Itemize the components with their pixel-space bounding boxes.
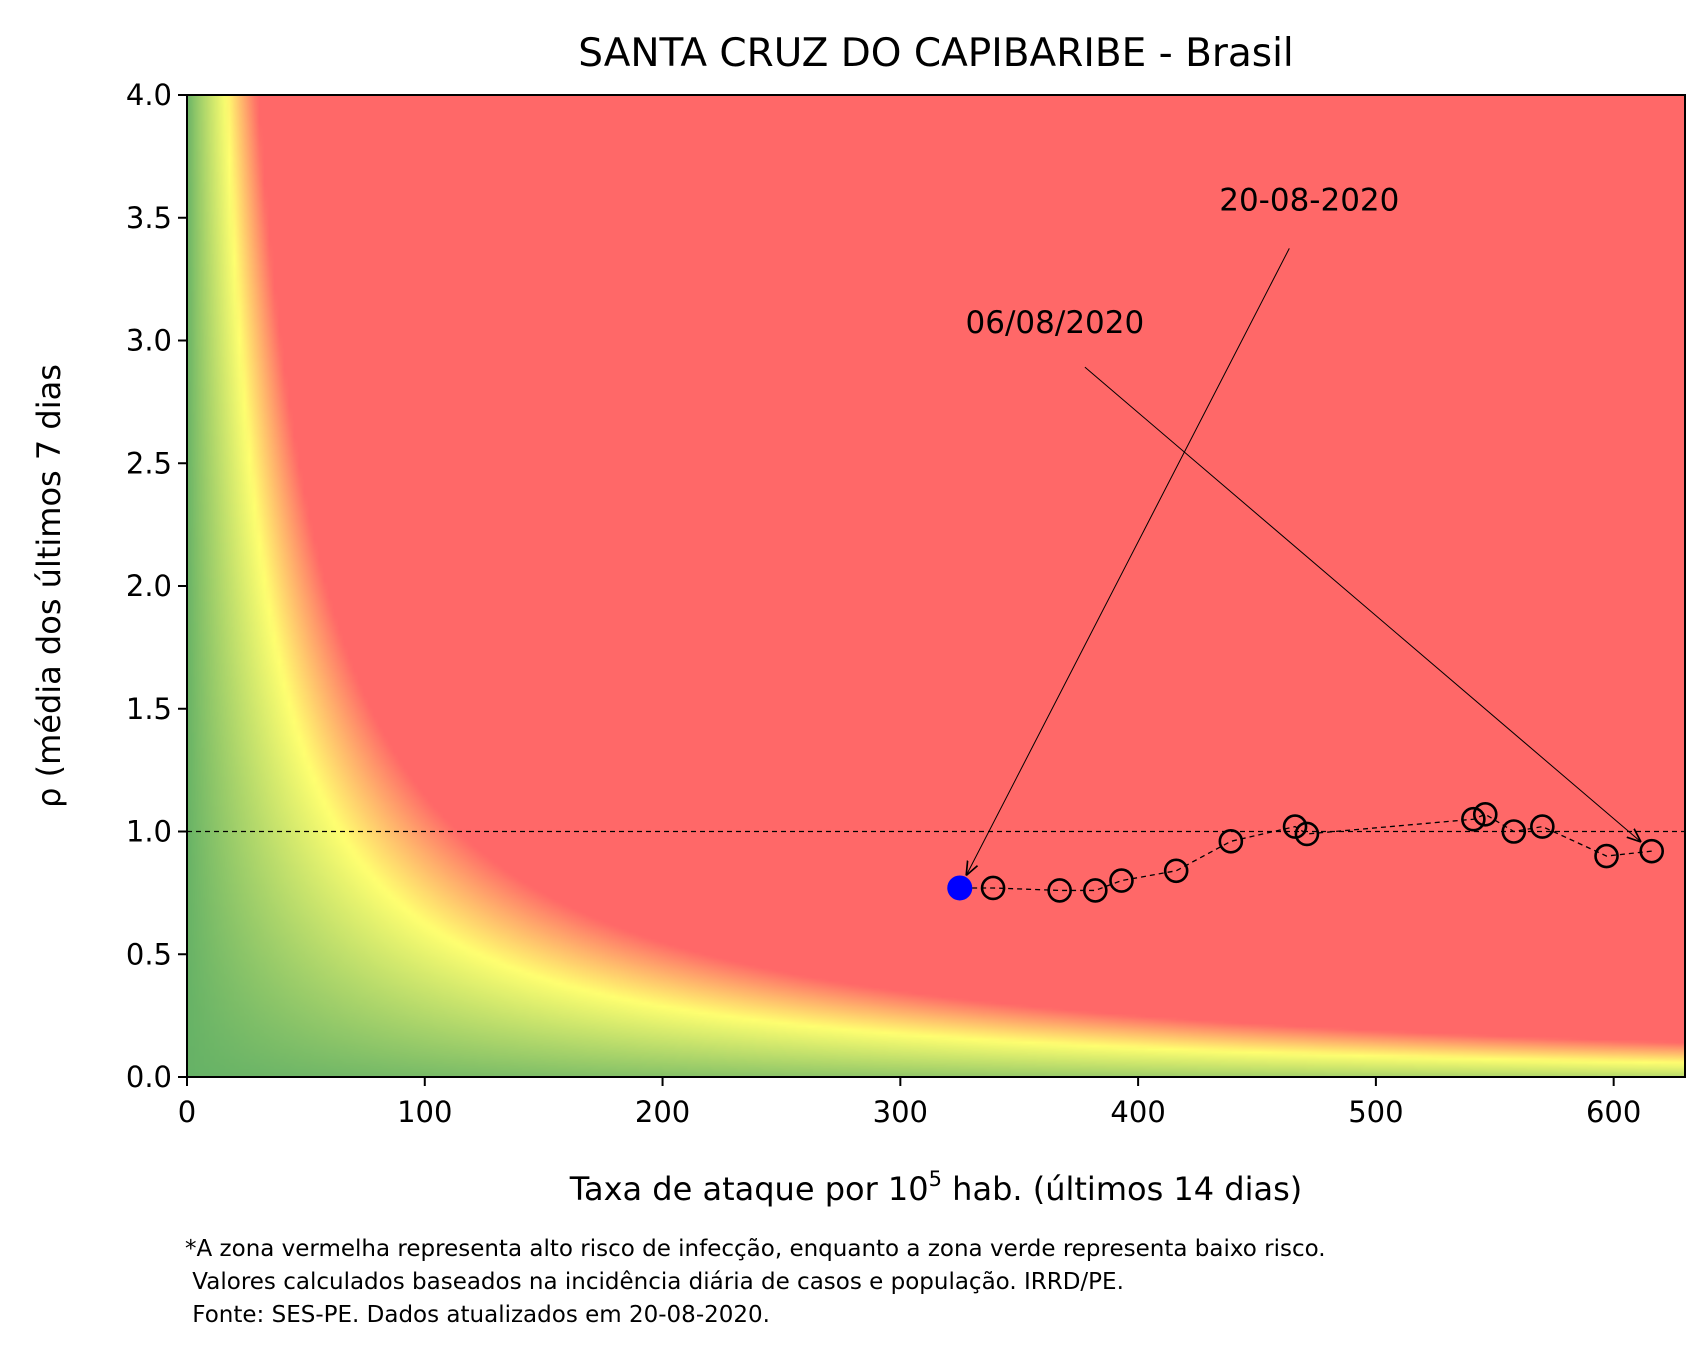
x-axis-ticks: 0 100 200 300 400 500 600 [178, 1077, 1641, 1129]
series-markers [947, 802, 1665, 903]
risk-heatmap [187, 95, 1685, 1077]
chart-title: SANTA CRUZ DO CAPIBARIBE - Brasil [578, 31, 1294, 76]
data-point [1461, 806, 1486, 832]
y-axis-label: ρ (média dos últimos 7 dias [30, 364, 68, 808]
current-data-point [947, 875, 973, 901]
y-tick-label: 3.5 [126, 201, 172, 235]
data-point [1109, 868, 1134, 893]
x-tick-label: 600 [1586, 1095, 1641, 1129]
data-point [1047, 878, 1072, 903]
x-axis-label-superscript: 5 [929, 1167, 942, 1191]
annotation-label: 06/08/2020 [966, 305, 1145, 341]
y-tick-label: 4.0 [126, 78, 172, 112]
data-point [1282, 814, 1308, 839]
x-tick-label: 500 [1348, 1095, 1403, 1129]
x-tick-label: 400 [1110, 1095, 1165, 1129]
plot-area [187, 95, 1685, 1077]
y-tick-label: 0.0 [126, 1060, 172, 1094]
x-tick-label: 0 [178, 1095, 196, 1129]
x-tick-label: 300 [873, 1095, 928, 1129]
data-point [1594, 843, 1619, 869]
x-axis-label: Taxa de ataque por 105 hab. (últimos 14 … [569, 1167, 1303, 1208]
data-point [1163, 858, 1189, 884]
annotation-arrow [966, 248, 1290, 875]
y-tick-label: 0.5 [126, 937, 172, 971]
data-point [1472, 802, 1498, 827]
data-point [1639, 838, 1665, 864]
y-tick-label: 1.5 [126, 692, 172, 726]
y-axis-ticks: 0.0 0.5 1.0 1.5 2.0 2.5 3.0 3.5 4.0 [126, 78, 187, 1094]
x-axis-label-suffix: hab. (últimos 14 dias) [942, 1170, 1302, 1208]
data-point [1501, 819, 1527, 844]
y-tick-label: 1.0 [126, 815, 172, 849]
annotation-arrow [1084, 366, 1641, 842]
data-point [1083, 878, 1108, 903]
footnote-line-3: Fonte: SES-PE. Dados atualizados em 20-0… [185, 1302, 770, 1328]
footnote: *A zona vermelha representa alto risco d… [185, 1233, 1326, 1332]
data-point [1218, 829, 1244, 854]
annotations: 20-08-2020 06/08/2020 [966, 182, 1642, 875]
y-tick-label: 3.0 [126, 324, 172, 358]
x-tick-label: 100 [397, 1095, 452, 1129]
footnote-line-2: Valores calculados baseados na incidênci… [185, 1269, 1124, 1295]
y-tick-label: 2.5 [126, 446, 172, 480]
y-tick-label: 2.0 [126, 569, 172, 603]
x-tick-label: 200 [635, 1095, 690, 1129]
annotation-label: 20-08-2020 [1219, 182, 1399, 218]
footnote-line-1: *A zona vermelha representa alto risco d… [185, 1236, 1326, 1262]
data-point [1294, 821, 1320, 847]
data-point [980, 875, 1006, 901]
data-point [1530, 814, 1555, 839]
x-axis-label-prefix: Taxa de ataque por 10 [569, 1170, 929, 1208]
